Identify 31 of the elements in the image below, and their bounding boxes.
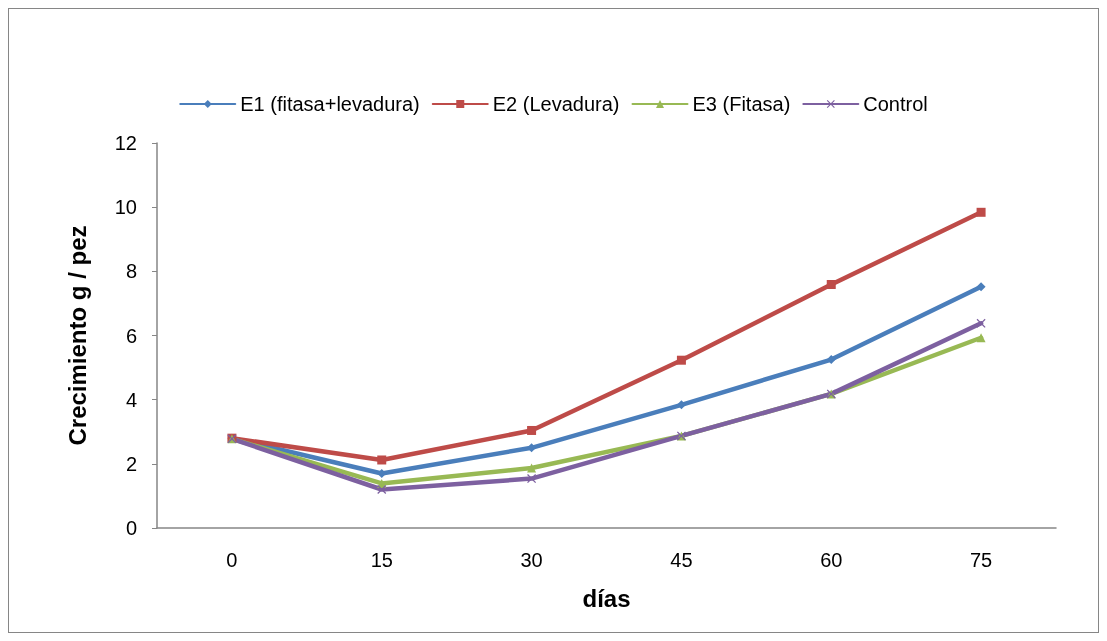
point xyxy=(826,355,836,365)
x-axis-title: días xyxy=(582,584,631,612)
legend-label: E3 (Fitasa) xyxy=(692,93,791,115)
x-tick-label: 60 xyxy=(820,549,843,571)
y-axis-title: Crecimiento g / pez xyxy=(63,225,91,446)
x-tick-label: 15 xyxy=(370,549,393,571)
y-tick-label: 6 xyxy=(125,324,137,347)
point xyxy=(976,333,986,343)
point xyxy=(527,463,537,473)
point xyxy=(826,279,836,289)
legend-label: E2 (Levadura) xyxy=(492,93,620,115)
x-tick-label: 0 xyxy=(226,549,238,571)
point xyxy=(377,455,387,465)
y-tick-label: 8 xyxy=(125,260,137,283)
legend-label: Control xyxy=(863,93,928,115)
point xyxy=(527,425,537,435)
y-tick-label: 4 xyxy=(125,388,137,411)
point xyxy=(676,400,686,410)
point xyxy=(377,485,387,494)
point xyxy=(676,355,686,365)
point xyxy=(976,318,986,328)
legend-label: E1 (fitasa+levadura) xyxy=(240,93,420,115)
y-tick-label: 10 xyxy=(114,196,137,219)
point xyxy=(976,207,986,217)
y-tick-label: 0 xyxy=(125,517,137,539)
y-tick-label: 2 xyxy=(125,452,137,475)
point xyxy=(976,282,986,292)
x-tick-label: 75 xyxy=(969,549,993,571)
x-tick-label: 30 xyxy=(520,549,543,571)
y-tick-label: 12 xyxy=(114,132,137,154)
x-tick-label: 45 xyxy=(670,549,693,571)
